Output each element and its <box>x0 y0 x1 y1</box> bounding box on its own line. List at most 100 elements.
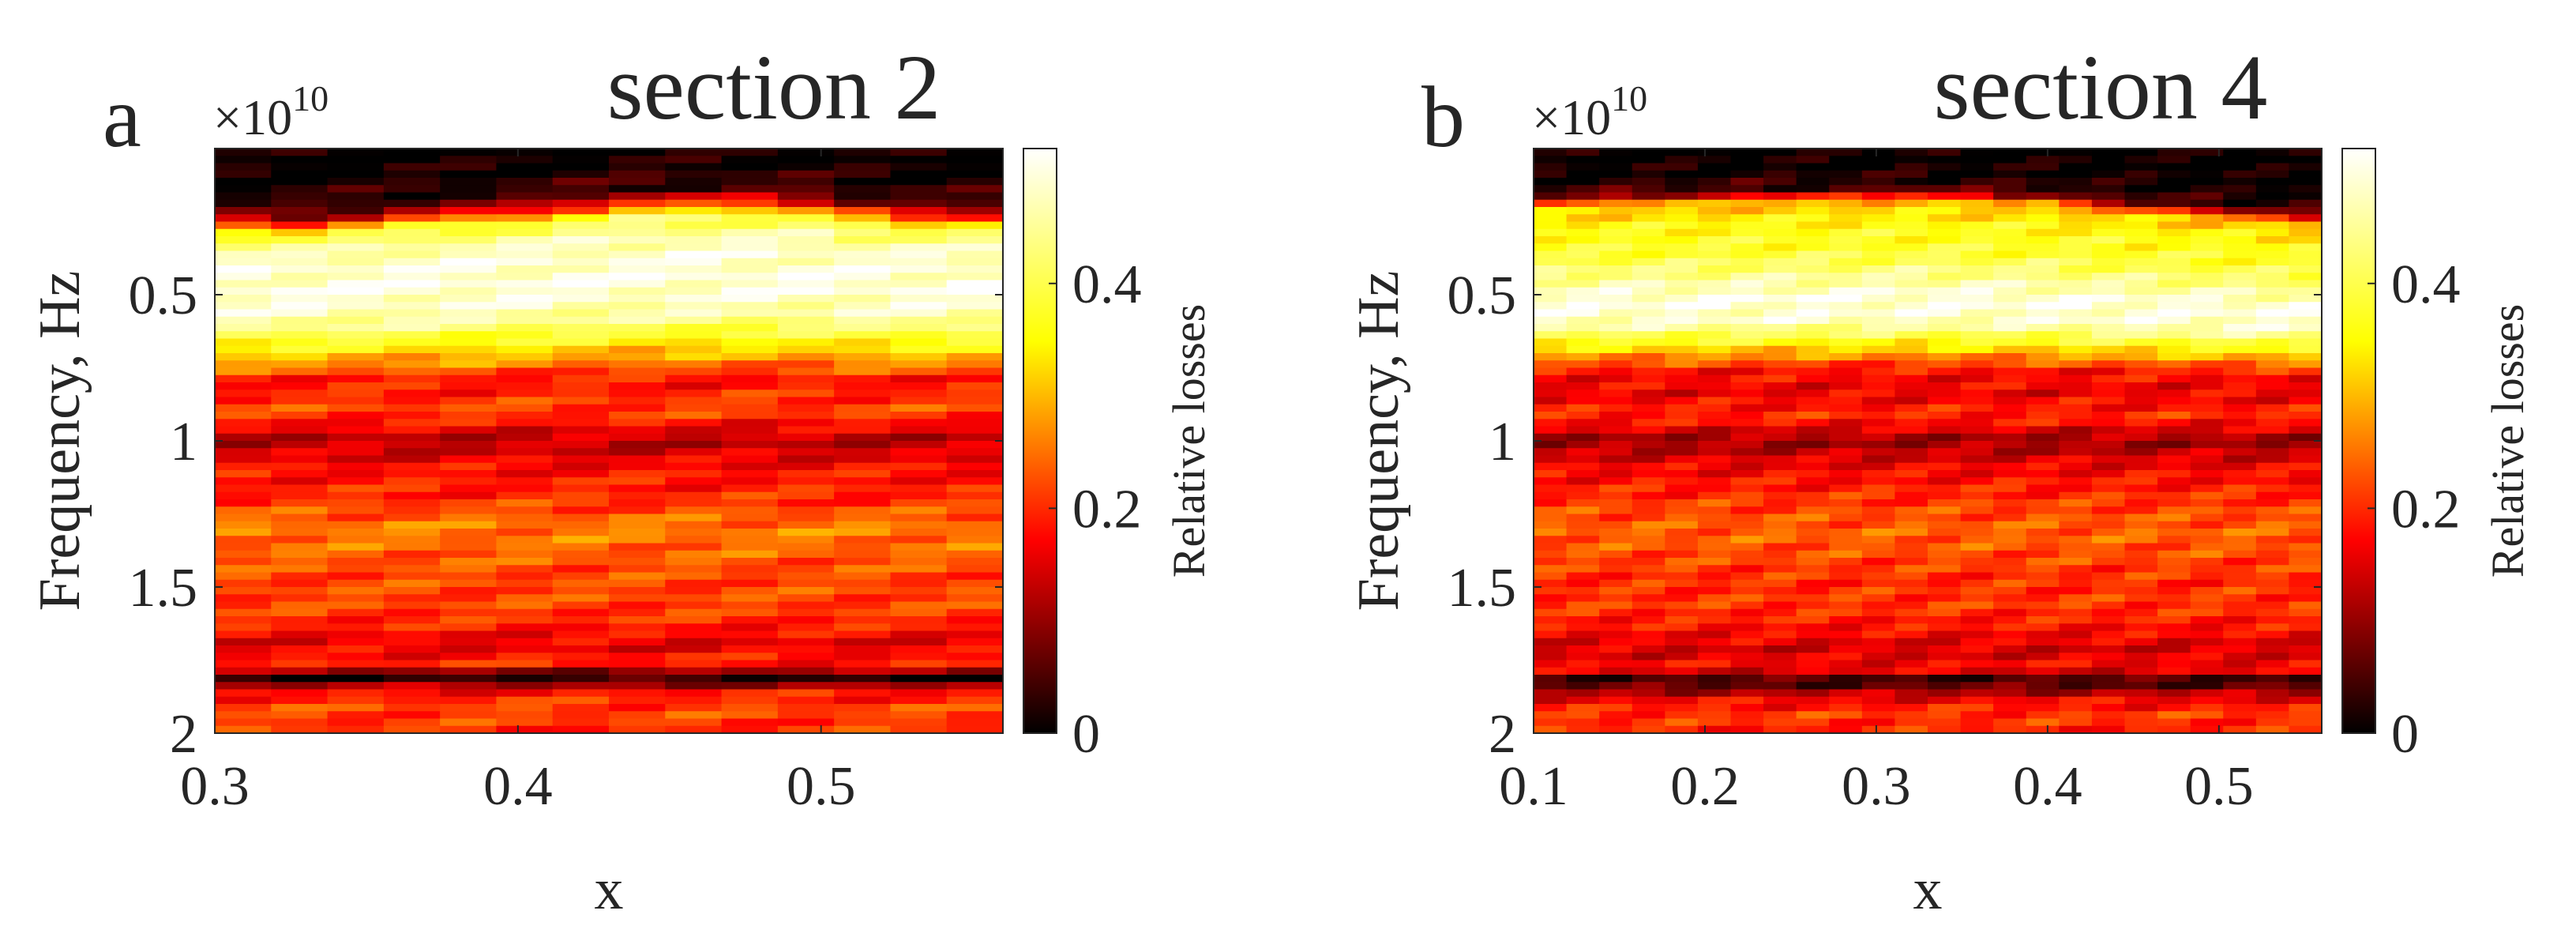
heatmap-cell <box>1566 601 1600 610</box>
heatmap-cell <box>2157 630 2191 639</box>
heatmap-cell <box>1960 682 1994 691</box>
heatmap-cell <box>1665 630 1699 639</box>
heatmap-cell <box>1829 660 1863 668</box>
heatmap-cell <box>834 338 892 347</box>
heatmap-cell <box>2091 506 2126 515</box>
heatmap-cell <box>440 250 498 259</box>
heatmap-cell <box>2059 689 2093 698</box>
heatmap-cell <box>721 309 779 318</box>
heatmap-cell <box>1796 265 1830 273</box>
heatmap-cell <box>665 433 723 442</box>
heatmap-cell <box>1599 558 1633 566</box>
heatmap-cell <box>1599 711 1633 720</box>
heatmap-cell <box>1665 529 1699 536</box>
heatmap-cell <box>1665 163 1699 171</box>
heatmap-cell <box>1566 156 1600 164</box>
heatmap-cell <box>2091 389 2126 398</box>
heatmap-cell <box>1566 250 1600 259</box>
heatmap-cell <box>2223 689 2257 698</box>
heatmap-cell <box>2289 660 2323 668</box>
heatmap-cell <box>890 725 948 734</box>
heatmap-cell <box>215 462 272 471</box>
heatmap-cell <box>890 491 948 500</box>
heatmap-cell <box>271 419 329 427</box>
heatmap-cell <box>2026 404 2060 412</box>
heatmap-cell <box>1993 558 2027 566</box>
heatmap-cell <box>1993 587 2027 595</box>
heatmap-cell <box>271 287 329 295</box>
heatmap-cell <box>2124 412 2158 420</box>
heatmap-cell <box>721 163 779 171</box>
heatmap-cell <box>1566 579 1600 588</box>
heatmap-cell <box>609 462 666 471</box>
heatmap-cell <box>440 412 498 420</box>
heatmap-cell <box>2124 653 2158 661</box>
heatmap-cell <box>721 653 779 661</box>
heatmap-cell <box>946 163 1004 171</box>
heatmap-cell <box>1861 170 1896 179</box>
heatmap-cell <box>1894 214 1928 223</box>
heatmap-cell <box>946 214 1004 223</box>
heatmap-cell <box>496 558 554 566</box>
heatmap-cell <box>2157 382 2191 390</box>
heatmap-cell <box>1534 199 1568 208</box>
heatmap-cell <box>609 149 666 156</box>
heatmap-cell <box>1993 412 2027 420</box>
heatmap-cell <box>552 653 610 661</box>
heatmap-cell <box>2091 243 2126 252</box>
heatmap-cell <box>2091 178 2126 186</box>
heatmap-cell <box>665 725 723 734</box>
heatmap-cell <box>1928 280 1962 288</box>
heatmap-cell <box>2091 514 2126 522</box>
heatmap-cell <box>1861 558 1896 566</box>
heatmap-cell <box>946 192 1004 201</box>
heatmap-cell <box>1829 675 1863 683</box>
heatmap-cell <box>665 667 723 675</box>
heatmap-cell <box>552 529 610 536</box>
heatmap-cell <box>1566 675 1600 683</box>
heatmap-cell <box>1730 441 1764 449</box>
heatmap-cell <box>215 653 272 661</box>
heatmap-cell <box>609 572 666 581</box>
heatmap-cell <box>1730 675 1764 683</box>
heatmap-cell <box>1861 448 1896 457</box>
heatmap-cell <box>1829 192 1863 201</box>
heatmap-cell <box>2223 295 2257 303</box>
heatmap-cell <box>2124 667 2158 675</box>
heatmap-cell <box>1928 484 1962 493</box>
heatmap-cell <box>1861 258 1896 266</box>
heatmap-cell <box>496 302 554 310</box>
heatmap-cell <box>777 287 835 295</box>
heatmap-cell <box>552 258 610 266</box>
heatmap-cell <box>1928 696 1962 705</box>
heatmap-cell <box>1534 149 1568 156</box>
panel-label-b: b <box>1421 69 1465 165</box>
heatmap-cell <box>2157 558 2191 566</box>
heatmap-cell <box>383 484 441 493</box>
heatmap-cell <box>496 616 554 624</box>
heatmap-cell <box>496 521 554 529</box>
heatmap-cell <box>1928 536 1962 544</box>
heatmap-cell <box>496 506 554 515</box>
heatmap-cell <box>1928 521 1962 529</box>
heatmap-cell <box>2026 397 2060 405</box>
heatmap-cell <box>1861 514 1896 522</box>
heatmap-cell <box>2223 448 2257 457</box>
heatmap-cell <box>1796 295 1830 303</box>
heatmap-cell <box>890 587 948 595</box>
heatmap-cell <box>1632 178 1665 186</box>
heatmap-cell <box>1796 353 1830 361</box>
heatmap-cell <box>215 594 272 603</box>
heatmap-cell <box>383 572 441 581</box>
heatmap-cell <box>1632 265 1665 273</box>
heatmap-cell <box>1697 250 1732 259</box>
heatmap-cell <box>1894 638 1928 646</box>
heatmap-cell <box>2026 331 2060 340</box>
heatmap-cell <box>1566 324 1600 332</box>
heatmap-cell <box>2190 601 2224 610</box>
heatmap-cell <box>1665 448 1699 457</box>
heatmap-cell <box>2124 682 2158 691</box>
heatmap-cell <box>1697 192 1732 201</box>
heatmap-cell <box>609 280 666 288</box>
heatmap-cell <box>1730 616 1764 624</box>
